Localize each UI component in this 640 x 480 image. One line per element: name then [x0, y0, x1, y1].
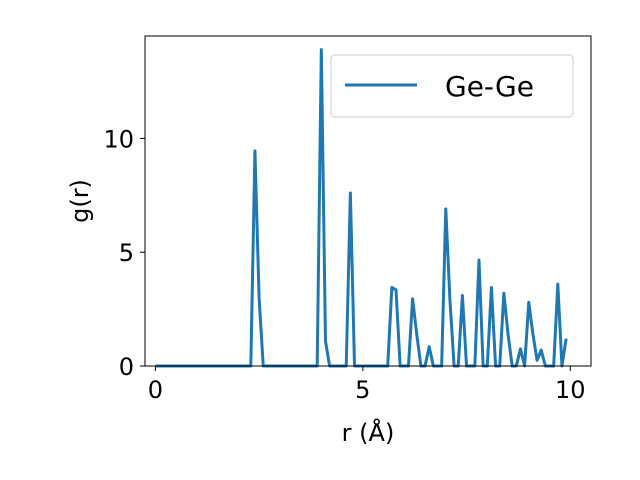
- x-axis: 0 5 10: [148, 366, 586, 404]
- legend-label-ge-ge: Ge-Ge: [445, 70, 534, 103]
- y-tick-label: 5: [119, 239, 134, 267]
- legend: Ge-Ge: [330, 54, 574, 118]
- x-tick-label: 10: [555, 376, 586, 404]
- legend-box: [330, 54, 574, 118]
- plot-frame: [144, 35, 592, 367]
- y-tick-label: 0: [119, 353, 134, 381]
- x-tick-label: 5: [355, 376, 370, 404]
- y-tick-label: 10: [103, 125, 134, 153]
- y-axis-label: g(r): [66, 179, 94, 223]
- x-tick-label: 0: [148, 376, 163, 404]
- y-axis: 0 5 10: [103, 125, 145, 381]
- x-axis-label: r (Å): [342, 418, 395, 447]
